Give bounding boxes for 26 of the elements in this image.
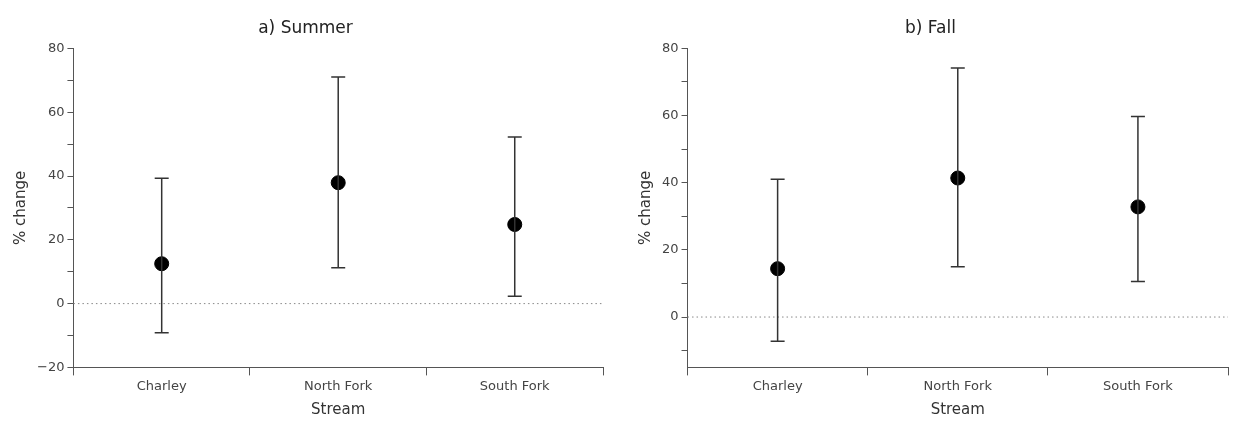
chart-title: a) Summer bbox=[258, 16, 353, 37]
x-tick-label: Charley bbox=[136, 377, 187, 393]
y-tick-label: 20 bbox=[662, 241, 679, 257]
x-tick-label: North Fork bbox=[304, 377, 373, 393]
chart-title: b) Fall bbox=[905, 16, 956, 37]
y-tick-label: 0 bbox=[56, 294, 65, 310]
x-tick-label: North Fork bbox=[923, 377, 993, 393]
point bbox=[154, 256, 170, 272]
y-tick-label: 20 bbox=[47, 231, 65, 247]
x-tick-label: South Fork bbox=[479, 377, 551, 393]
y-tick-label: 80 bbox=[662, 39, 679, 55]
x-axis-title: Stream bbox=[311, 399, 366, 418]
y-tick-label: 40 bbox=[662, 174, 679, 190]
y-tick-label: 60 bbox=[662, 106, 679, 122]
y-tick-label: 40 bbox=[47, 167, 65, 183]
y-tick-label: −20 bbox=[37, 358, 65, 374]
x-tick-label: Charley bbox=[752, 377, 803, 393]
y-axis-title: % change bbox=[635, 170, 654, 246]
point bbox=[507, 216, 523, 232]
x-axis-title: Stream bbox=[930, 399, 985, 418]
x-tick-label: South Fork bbox=[1103, 377, 1174, 393]
y-tick-label: 0 bbox=[670, 308, 679, 324]
y-tick-label: 80 bbox=[47, 39, 65, 55]
point bbox=[770, 261, 786, 277]
y-tick-label: 60 bbox=[47, 103, 65, 119]
y-axis-title: % change bbox=[10, 170, 29, 246]
